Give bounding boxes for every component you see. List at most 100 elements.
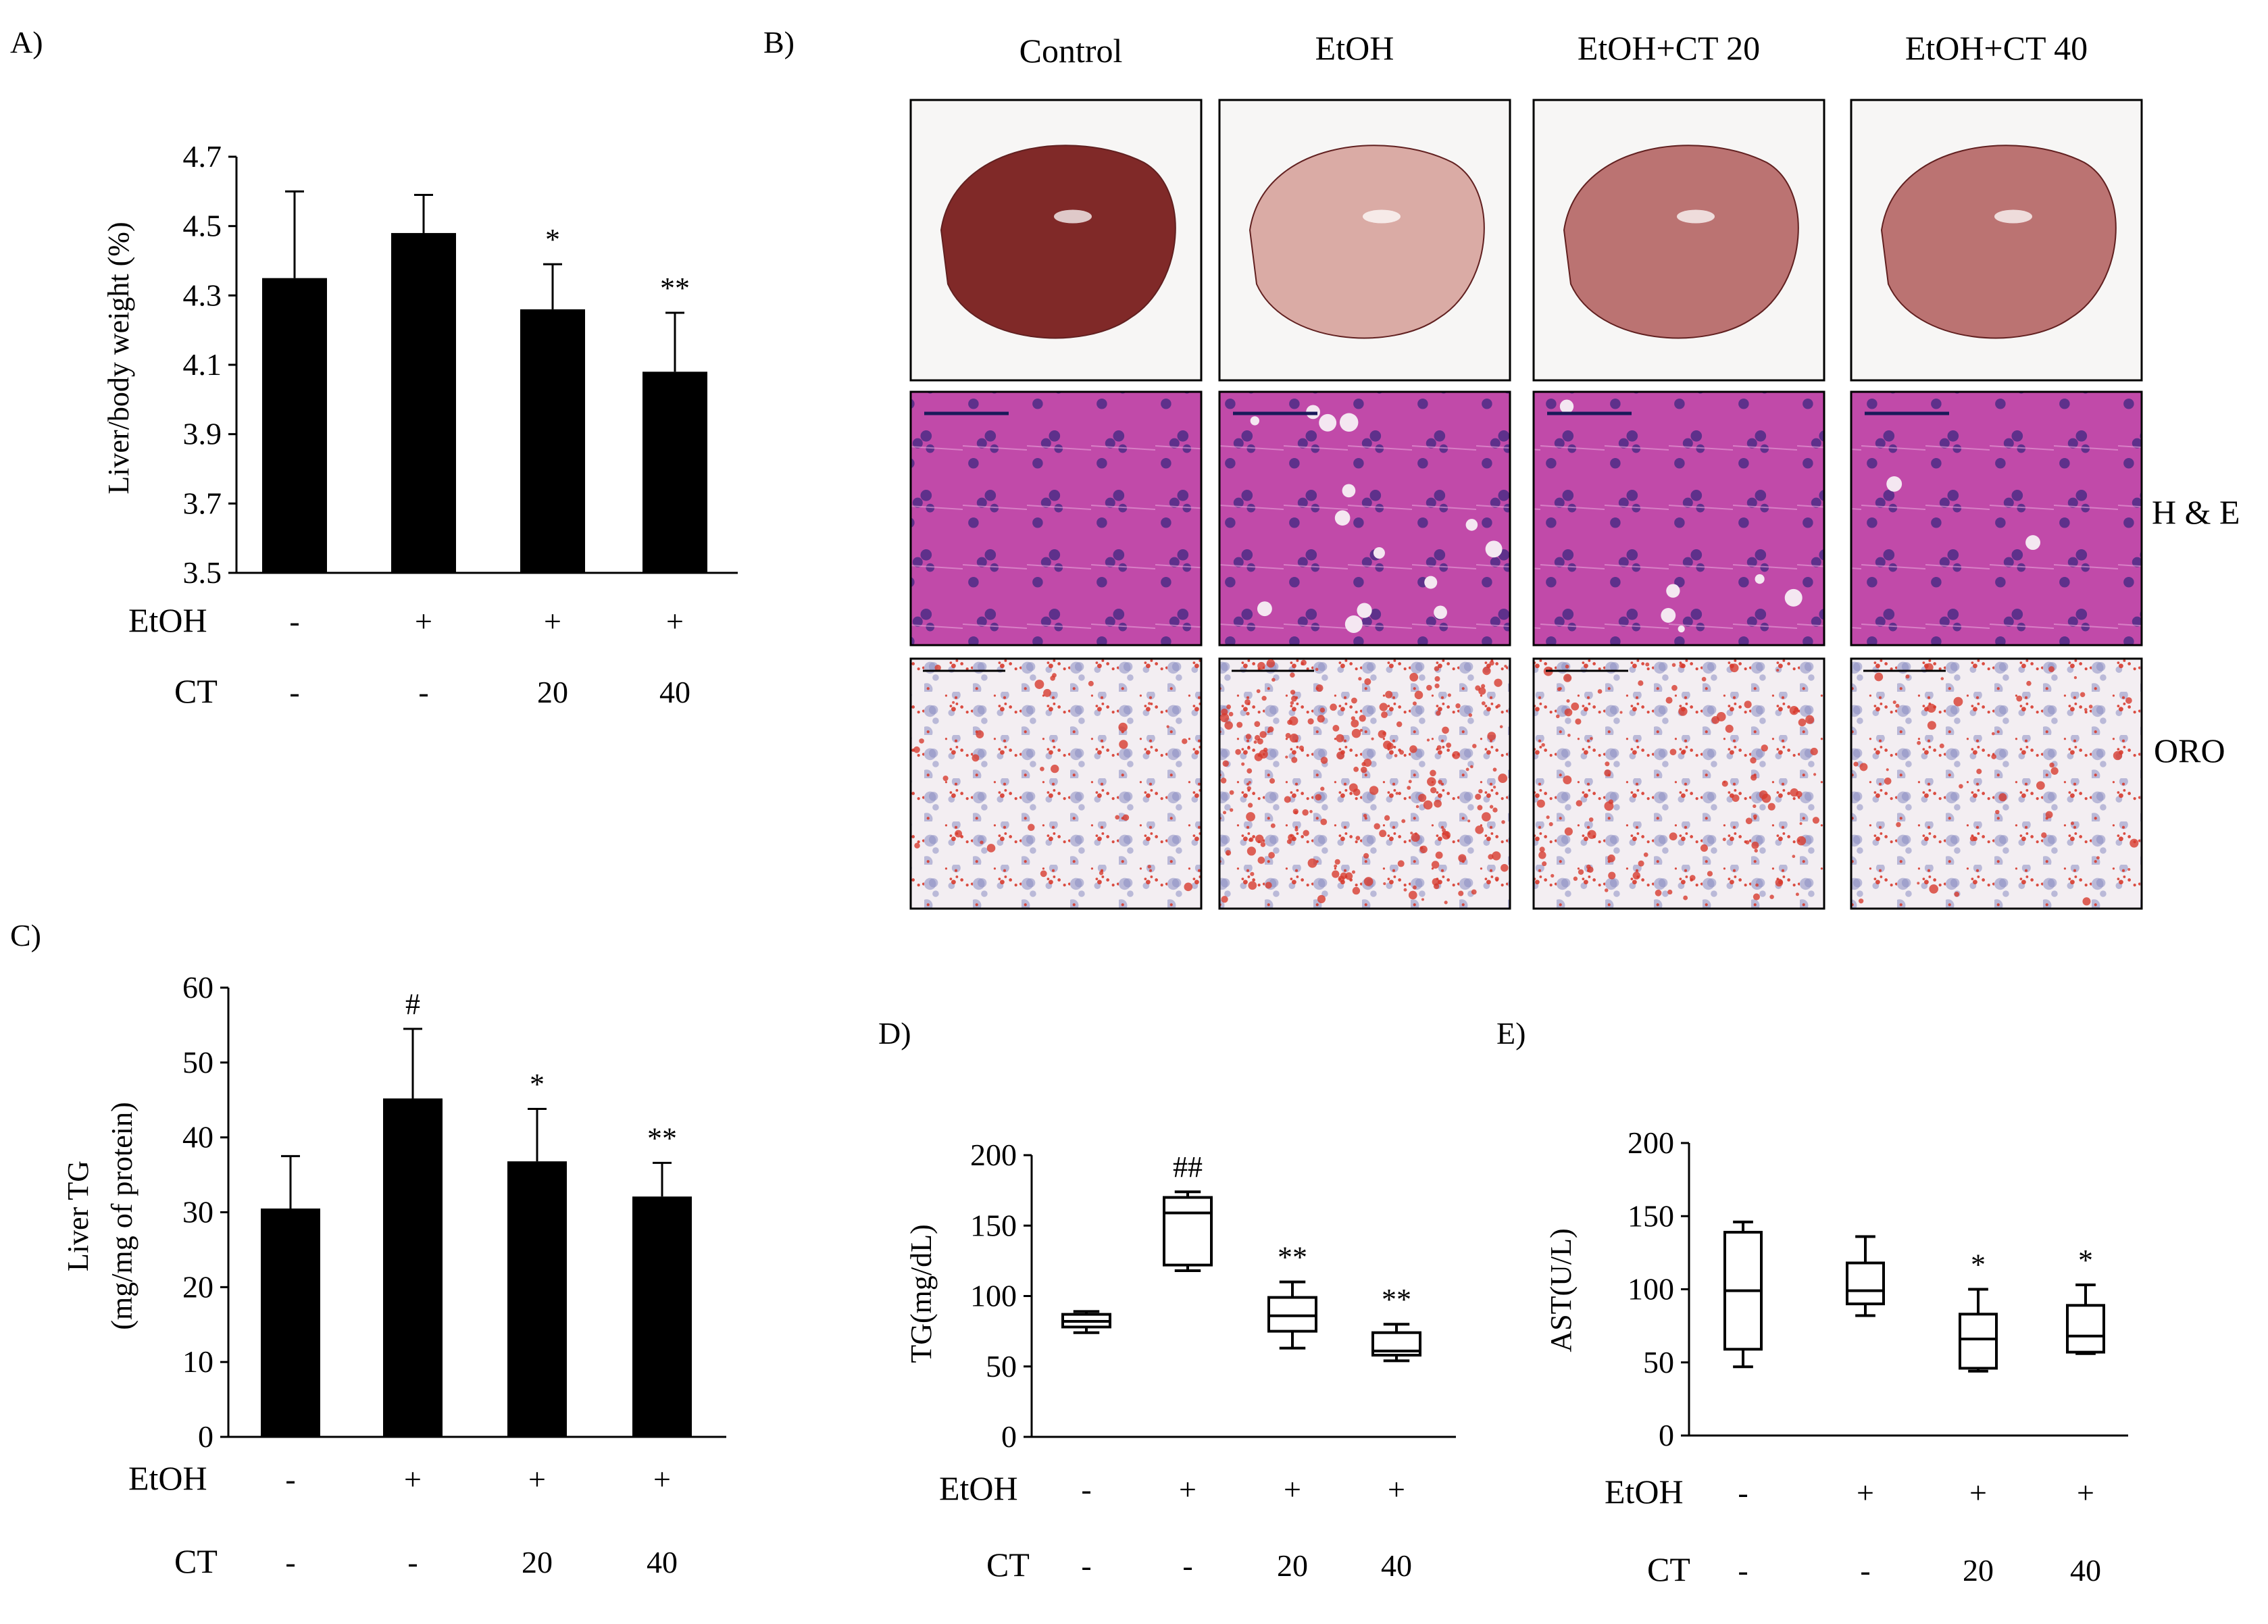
oro-lipid-droplet: [1236, 721, 1243, 728]
oro-lipid-droplet: [1619, 711, 1623, 714]
oro-lipid-droplet: [1496, 703, 1501, 708]
oro-lipid-droplet: [1371, 737, 1374, 740]
oro-lipid-droplet: [1320, 757, 1328, 764]
oro-lipid-droplet: [1745, 817, 1753, 825]
he-fat-vacuole: [2025, 535, 2040, 551]
oro-lipid-droplet: [1336, 734, 1344, 742]
oro-lipid-droplet: [1409, 745, 1417, 753]
chart-c-ylabel-line2: (mg/mg of protein): [105, 1102, 138, 1329]
oro-lipid-droplet: [952, 701, 955, 704]
chart-c-ylabel-line1: Liver TG: [61, 1161, 95, 1271]
oro-lipid-droplet: [1418, 793, 1427, 803]
significance-mark: **: [647, 1121, 677, 1154]
oro-lipid-droplet: [1470, 765, 1473, 769]
oro-lipid-droplet: [1412, 701, 1417, 706]
oro-lipid-droplet: [1925, 663, 1934, 672]
oro-lipid-droplet: [1573, 876, 1578, 881]
oro-lipid-droplet: [1539, 846, 1545, 853]
oro-lipid-droplet: [1254, 735, 1261, 741]
oro-lipid-droplet: [1289, 733, 1299, 743]
significance-mark: **: [1382, 1283, 1411, 1316]
oro-lipid-droplet: [1315, 794, 1322, 801]
he-fat-vacuole: [1886, 476, 1902, 492]
oro-lipid-droplet: [1587, 830, 1596, 839]
oro-lipid-droplet: [1259, 731, 1267, 738]
oro-lipid-droplet: [1364, 678, 1371, 686]
oro-lipid-droplet: [1290, 690, 1296, 695]
y-tick-label: 30: [182, 1195, 213, 1229]
oro-lipid-droplet: [1492, 767, 1497, 772]
liver-photo-highlight: [1054, 209, 1092, 224]
column-title-etoh: EtOH: [1315, 29, 1394, 67]
oro-lipid-droplet: [1475, 825, 1484, 834]
oro-lipid-droplet: [1492, 785, 1496, 789]
oro-lipid-droplet: [1256, 689, 1261, 694]
he-fat-vacuole: [1434, 605, 1447, 619]
y-tick-label: 4.1: [183, 347, 222, 382]
oro-lipid-droplet: [1246, 711, 1250, 716]
etoh-condition-value: +: [415, 604, 432, 638]
oro-lipid-droplet: [1307, 858, 1317, 868]
y-tick-label: 40: [182, 1120, 213, 1154]
oro-lipid-droplet: [1244, 699, 1251, 705]
oro-lipid-droplet: [1291, 757, 1298, 763]
oro-lipid-droplet: [1317, 894, 1326, 903]
he-fat-vacuole: [1784, 588, 1803, 607]
oro-lipid-droplet: [1407, 786, 1411, 790]
chart-e-serum-ast: 0 50 100 150 200 - - + - * +20 * +40 AST(U/L) EtOH C…: [1544, 1125, 2128, 1588]
oro-lipid-droplet: [1605, 761, 1610, 767]
oro-lipid-droplet: [1576, 800, 1583, 807]
oro-lipid-droplet: [1247, 803, 1253, 808]
bar: [642, 372, 707, 573]
chart-d-etoh-label: EtOH: [939, 1469, 1018, 1507]
y-tick-label: 150: [970, 1208, 1017, 1242]
oro-lipid-droplet: [1291, 695, 1297, 702]
oro-lipid-droplet: [1669, 748, 1677, 756]
oro-lipid-droplet: [1396, 721, 1403, 728]
oro-lipid-droplet: [1263, 747, 1268, 753]
oro-lipid-droplet: [1438, 780, 1442, 784]
oro-lipid-droplet: [1285, 733, 1291, 738]
oro-lipid-droplet: [1315, 684, 1324, 692]
oro-lipid-droplet: [986, 844, 996, 853]
oro-lipid-droplet: [1795, 892, 1799, 896]
oro-lipid-droplet: [1995, 809, 2000, 815]
chart-c-marks: 0 10 20 30 40 50 60 - - # + - * +20 ** +40: [182, 970, 726, 1579]
oro-lipid-droplet: [1374, 823, 1380, 830]
y-tick-label: 60: [182, 970, 213, 1005]
oro-lipid-droplet: [1219, 713, 1230, 723]
oro-lipid-droplet: [1799, 822, 1803, 826]
oro-lipid-droplet: [1395, 792, 1399, 795]
oro-lipid-droplet: [1336, 751, 1345, 760]
etoh-condition-value: +: [528, 1462, 546, 1496]
ct-condition-value: -: [1182, 1548, 1192, 1583]
oro-lipid-droplet: [1226, 704, 1232, 709]
y-tick-label: 100: [970, 1279, 1017, 1313]
oro-lipid-droplet: [934, 664, 941, 671]
oro-lipid-droplet: [1564, 708, 1573, 717]
oro-lipid-droplet: [1257, 661, 1265, 670]
oro-lipid-droplet: [1363, 759, 1372, 767]
oro-lipid-droplet: [1608, 871, 1616, 880]
etoh-condition-value: +: [666, 604, 684, 638]
oro-lipid-droplet: [2080, 692, 2086, 697]
oro-lipid-droplet: [1265, 882, 1272, 889]
oro-lipid-droplet: [2088, 705, 2093, 709]
oro-lipid-droplet: [2036, 781, 2045, 790]
etoh-condition-value: +: [544, 604, 561, 638]
oro-lipid-droplet: [1494, 876, 1499, 882]
oro-lipid-droplet: [1472, 744, 1477, 748]
oro-lipid-droplet: [1235, 748, 1241, 755]
oro-lipid-droplet: [1750, 774, 1757, 781]
he-fat-vacuole: [1424, 576, 1438, 589]
oro-lipid-droplet: [1401, 819, 1406, 823]
oro-lipid-droplet: [1099, 871, 1104, 876]
oro-lipid-droplet: [1431, 861, 1440, 869]
oro-lipid-droplet: [1489, 805, 1494, 809]
chart-d-serum-tg: 0 50 100 150 200 - - ## + - ** +20 ** +40 TG(mg/dL) E…: [905, 1138, 1456, 1583]
oro-lipid-droplet: [1551, 873, 1555, 878]
chart-c-ct-label: CT: [174, 1542, 218, 1580]
oro-lipid-droplet: [1287, 719, 1292, 726]
he-fat-vacuole: [1319, 413, 1337, 432]
